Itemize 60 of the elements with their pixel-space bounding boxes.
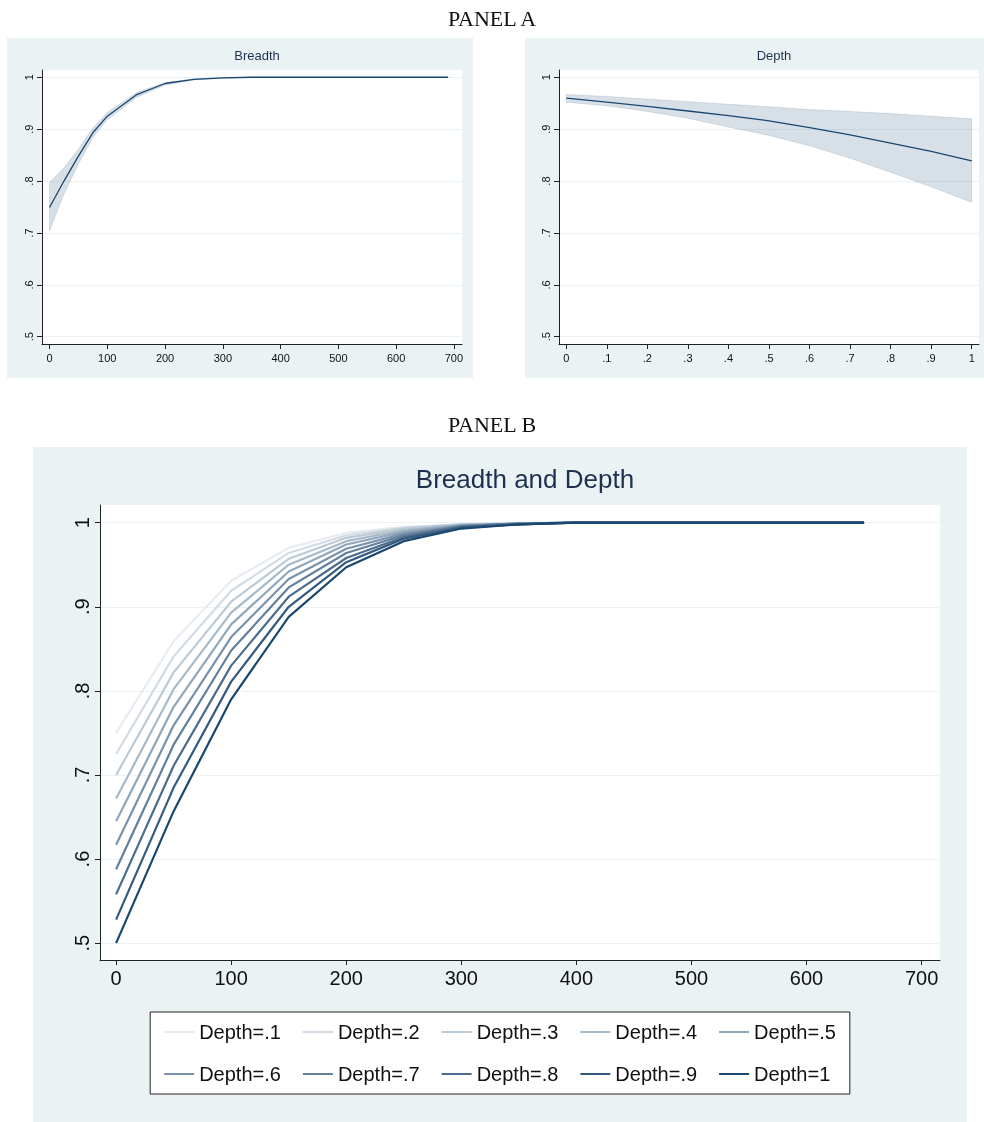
x-tick-label: 400 bbox=[271, 351, 290, 364]
legend-label: Depth=.6 bbox=[199, 1063, 281, 1085]
x-tick-label: .3 bbox=[683, 351, 693, 364]
y-tick-label: .5 bbox=[22, 332, 35, 342]
y-tick-label: .6 bbox=[539, 280, 552, 290]
y-tick-label: .7 bbox=[71, 766, 93, 784]
x-tick-label: 300 bbox=[444, 967, 478, 989]
x-tick-label: 0 bbox=[563, 351, 570, 364]
x-tick-label: 0 bbox=[110, 967, 122, 989]
y-tick-label: .6 bbox=[71, 850, 93, 868]
legend-label: Depth=1 bbox=[754, 1063, 831, 1085]
x-tick-label: .8 bbox=[886, 351, 896, 364]
x-tick-label: 600 bbox=[386, 351, 406, 364]
x-tick-label: .1 bbox=[602, 351, 612, 364]
y-tick-label: .8 bbox=[71, 682, 93, 700]
y-tick-label: .7 bbox=[539, 228, 552, 238]
y-tick-label: .5 bbox=[71, 934, 93, 952]
x-tick-label: .5 bbox=[764, 351, 774, 364]
x-tick-label: 300 bbox=[213, 351, 232, 364]
x-tick-label: 400 bbox=[559, 967, 594, 989]
x-tick-label: 100 bbox=[214, 967, 248, 989]
legend-label: Depth=.3 bbox=[476, 1021, 559, 1043]
y-tick-label: .8 bbox=[539, 176, 552, 186]
y-tick-label: .5 bbox=[539, 332, 552, 342]
text: PANEL B bbox=[446, 412, 538, 438]
y-tick-label: 1 bbox=[539, 74, 552, 81]
x-tick-label: 100 bbox=[98, 351, 117, 364]
chart-title: Breadth bbox=[234, 48, 280, 63]
legend-label: Depth=.9 bbox=[615, 1063, 698, 1085]
x-tick-label: 1 bbox=[968, 351, 975, 364]
y-tick-label: .7 bbox=[22, 228, 35, 238]
legend-label: Depth=.7 bbox=[337, 1063, 420, 1085]
x-tick-label: 700 bbox=[444, 351, 464, 364]
legend-label: Depth=.5 bbox=[754, 1021, 836, 1043]
x-tick-label: .2 bbox=[642, 351, 652, 364]
x-tick-label: 200 bbox=[155, 351, 175, 364]
text: PANEL A bbox=[446, 6, 538, 32]
y-tick-label: 1 bbox=[22, 74, 35, 81]
legend-label: Depth=.8 bbox=[476, 1063, 559, 1085]
x-tick-label: .7 bbox=[845, 351, 855, 364]
chart-title: Breadth and Depth bbox=[415, 464, 635, 494]
x-tick-label: 500 bbox=[329, 351, 348, 364]
y-tick-label: .6 bbox=[22, 280, 35, 290]
y-tick-label: .9 bbox=[22, 124, 35, 134]
x-tick-label: 700 bbox=[904, 967, 939, 989]
x-tick-label: 0 bbox=[46, 351, 53, 364]
legend-label: Depth=.1 bbox=[199, 1021, 281, 1043]
y-tick-label: .9 bbox=[71, 598, 93, 616]
y-tick-label: .8 bbox=[22, 176, 35, 186]
legend-label: Depth=.2 bbox=[337, 1021, 420, 1043]
chart-title: Depth bbox=[756, 48, 792, 63]
y-tick-label: .9 bbox=[539, 124, 552, 134]
x-tick-label: 500 bbox=[674, 967, 709, 989]
x-tick-label: .6 bbox=[804, 351, 815, 364]
x-tick-label: 600 bbox=[789, 967, 824, 989]
x-tick-label: .4 bbox=[723, 351, 734, 364]
legend-label: Depth=.4 bbox=[615, 1021, 698, 1043]
y-tick-label: 1 bbox=[71, 517, 93, 529]
x-tick-label: 200 bbox=[329, 967, 363, 989]
x-tick-label: .9 bbox=[926, 351, 936, 364]
